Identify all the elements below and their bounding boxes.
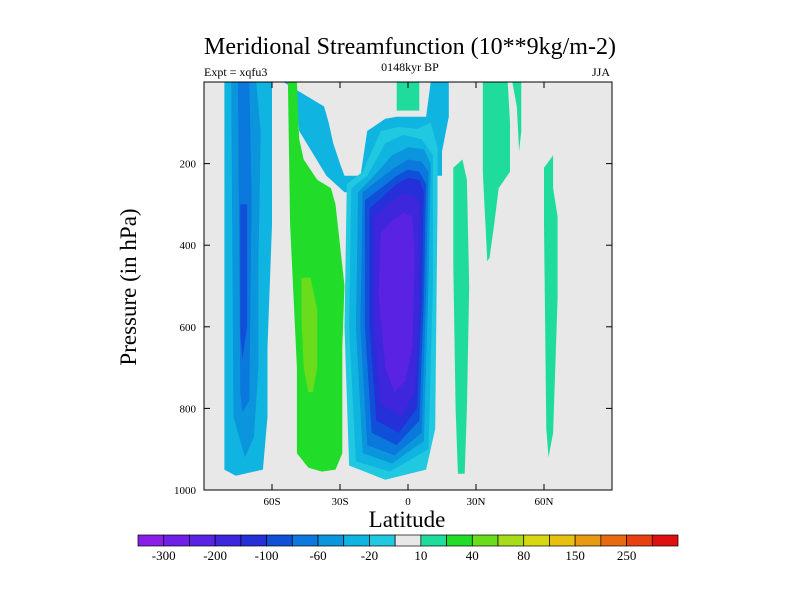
x-tick-label: 60N bbox=[535, 496, 554, 508]
colorbar-swatch bbox=[214, 534, 242, 547]
y-tick-label: 200 bbox=[180, 159, 197, 171]
colorbar-swatch bbox=[549, 534, 576, 547]
contour-nh-streak-3 bbox=[512, 82, 522, 152]
season-label: JJA bbox=[592, 65, 610, 79]
colorbar-label: 80 bbox=[517, 548, 530, 563]
colorbar-swatch bbox=[600, 534, 627, 547]
contour-lime-core bbox=[301, 277, 318, 393]
contour-hadley-core bbox=[378, 212, 415, 393]
y-tick-label: 400 bbox=[180, 240, 197, 252]
colorbar-label: 150 bbox=[565, 548, 585, 563]
colorbar-swatch bbox=[420, 534, 447, 547]
x-axis-ticks: 60S 30S 0 30N 60N bbox=[263, 496, 553, 508]
colorbar-swatch bbox=[446, 534, 473, 547]
experiment-label: Expt = xqfu3 bbox=[204, 65, 267, 79]
colorbar-swatch bbox=[523, 534, 550, 547]
y-axis-ticks: 200 400 600 800 1000 bbox=[174, 159, 197, 497]
colorbar-labels: -300 -200 -100 -60 -20 10 40 80 150 250 bbox=[152, 548, 637, 563]
colorbar-label: -20 bbox=[361, 548, 378, 563]
colorbar-swatch bbox=[189, 534, 216, 547]
colorbar-swatch bbox=[626, 534, 653, 547]
colorbar bbox=[137, 534, 679, 547]
y-axis-label: Pressure (in hPa) bbox=[116, 208, 141, 365]
colorbar-swatch bbox=[240, 534, 267, 547]
colorbar-swatch bbox=[651, 534, 679, 547]
colorbar-swatch bbox=[163, 534, 190, 547]
colorbar-swatch bbox=[291, 534, 319, 547]
x-tick-label: 0 bbox=[405, 496, 411, 508]
colorbar-swatch bbox=[471, 534, 499, 547]
colorbar-label: 250 bbox=[617, 548, 637, 563]
colorbar-swatch bbox=[266, 534, 293, 547]
x-tick-label: 30N bbox=[467, 496, 486, 508]
colorbar-swatch bbox=[137, 534, 165, 547]
period-label: 0148kyr BP bbox=[381, 60, 439, 74]
colorbar-label: -100 bbox=[255, 548, 279, 563]
contour-green-band bbox=[287, 82, 345, 472]
contour-nh-streak-1 bbox=[453, 159, 470, 474]
colorbar-label: 10 bbox=[414, 548, 427, 563]
plot-area bbox=[203, 81, 613, 491]
y-tick-label: 800 bbox=[180, 403, 197, 415]
colorbar-swatch bbox=[497, 534, 525, 547]
contour-sh-jet-peak bbox=[240, 204, 248, 360]
colorbar-swatch bbox=[369, 534, 396, 547]
colorbar-label: -60 bbox=[309, 548, 326, 563]
chart-title: Meridional Streamfunction (10**9kg/m-2) bbox=[204, 34, 616, 60]
colorbar-swatch bbox=[317, 534, 345, 547]
y-tick-label: 600 bbox=[180, 322, 197, 334]
contour-nh-streak-4 bbox=[544, 155, 558, 458]
x-tick-label: 30S bbox=[331, 496, 348, 508]
colorbar-swatch bbox=[343, 534, 370, 547]
colorbar-label: -200 bbox=[203, 548, 227, 563]
colorbar-swatch bbox=[394, 534, 422, 547]
colorbar-swatch bbox=[574, 534, 602, 547]
x-tick-label: 60S bbox=[263, 496, 280, 508]
x-axis-label: Latitude bbox=[369, 507, 446, 532]
contour-nh-cap bbox=[396, 82, 420, 111]
y-tick-label: 1000 bbox=[174, 485, 197, 497]
contour-nh-streak-2 bbox=[482, 82, 510, 262]
colorbar-label: 40 bbox=[466, 548, 479, 563]
colorbar-label: -300 bbox=[152, 548, 176, 563]
